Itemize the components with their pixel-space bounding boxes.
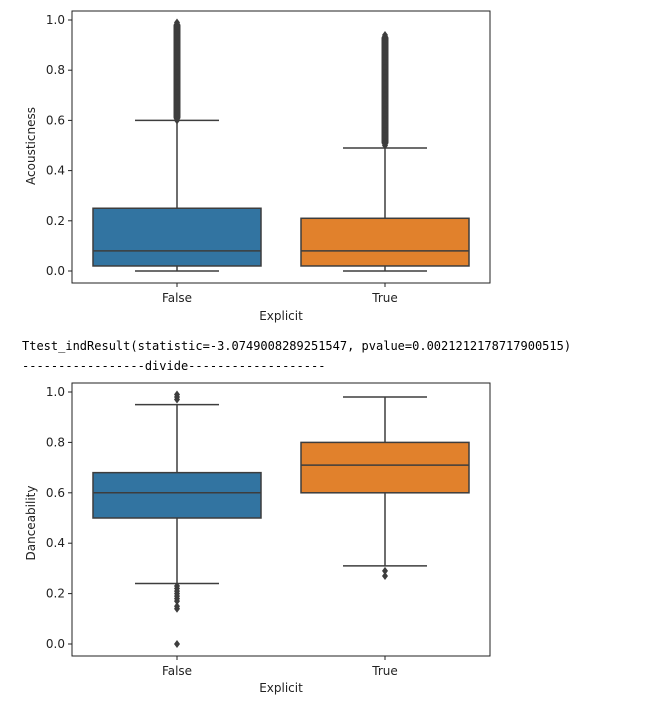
x-axis-label: Explicit: [259, 681, 303, 695]
danceability-boxplot: Danceability Explicit 0.0 0.2 0.4 0.6 0.8 1.0…: [0, 372, 649, 704]
outlier-point: [382, 53, 388, 62]
outlier-point: [382, 131, 388, 140]
y-tick-label: 0.2: [46, 214, 65, 228]
outlier-point: [174, 116, 180, 125]
outlier-point: [174, 53, 180, 62]
outlier-point: [382, 566, 388, 575]
iqr-box: [300, 441, 470, 494]
box-false: [92, 18, 262, 272]
outlier-point: [382, 141, 388, 150]
outlier-point: [382, 571, 388, 580]
y-tick-label: 0.6: [46, 486, 65, 500]
plot-frame: [71, 382, 491, 657]
outlier-point: [382, 68, 388, 77]
y-tick-label: 1.0: [46, 13, 65, 27]
outlier-point: [174, 23, 180, 32]
iqr-box: [92, 207, 262, 267]
outlier-point: [382, 63, 388, 72]
danceability-boxplot-svg: Danceability Explicit 0.0 0.2 0.4 0.6 0.8 1.0…: [24, 382, 491, 695]
y-axis-label: Acousticness: [24, 107, 38, 185]
box-true: [300, 396, 470, 580]
y-tick-label: 0.8: [46, 435, 65, 449]
outlier-point: [382, 111, 388, 120]
outlier-point: [382, 73, 388, 82]
divide-separator-text: -----------------divide-----------------…: [22, 359, 326, 373]
outlier-point: [382, 106, 388, 115]
iqr-box: [300, 217, 470, 267]
outlier-point: [174, 640, 180, 648]
iqr-box: [92, 471, 262, 519]
outlier-point: [174, 103, 180, 112]
outlier-point: [174, 33, 180, 42]
outlier-point: [174, 73, 180, 82]
y-tick-label: 1.0: [46, 385, 65, 399]
outlier-point: [174, 58, 180, 67]
outlier-point: [174, 88, 180, 97]
outlier-point: [382, 36, 388, 45]
outlier-point: [174, 395, 180, 404]
outlier-point: [174, 604, 180, 613]
outlier-point: [174, 63, 180, 72]
outlier-point: [174, 68, 180, 77]
y-tick-label: 0.4: [46, 536, 65, 550]
x-tick-label: False: [162, 664, 192, 678]
outlier-point: [174, 48, 180, 57]
outlier-point: [382, 91, 388, 100]
x-axis-label: Explicit: [259, 309, 303, 323]
outlier-point: [382, 126, 388, 135]
outlier-point: [174, 108, 180, 117]
y-tick-label: 0.8: [46, 63, 65, 77]
outlier-point: [174, 18, 180, 27]
outlier-point: [382, 86, 388, 95]
outlier-point: [382, 101, 388, 110]
outlier-point: [174, 43, 180, 52]
plot-frame: [71, 10, 491, 284]
acousticness-boxplot: Acousticness Explicit 0.0 0.2 0.4 0.6 0.8 1.0…: [0, 0, 649, 334]
outlier-point: [382, 31, 388, 40]
y-tick-label: 0.0: [46, 264, 65, 278]
outlier-point: [174, 78, 180, 87]
acousticness-boxplot-svg: Acousticness Explicit 0.0 0.2 0.4 0.6 0.8 1.0…: [24, 10, 491, 323]
outlier-point: [382, 58, 388, 67]
outlier-point: [174, 597, 180, 606]
outlier-point: [174, 28, 180, 37]
box-true: [300, 31, 470, 272]
outlier-point: [382, 48, 388, 57]
x-tick-label: True: [371, 291, 398, 305]
outlier-point: [174, 38, 180, 47]
outlier-point: [174, 83, 180, 92]
y-tick-label: 0.6: [46, 113, 65, 127]
outlier-point: [382, 116, 388, 125]
x-tick-label: False: [162, 291, 192, 305]
y-tick-label: 0.0: [46, 637, 65, 651]
outlier-point: [382, 96, 388, 105]
y-tick-label: 0.2: [46, 587, 65, 601]
ttest-result-text: Ttest_indResult(statistic=-3.07490082892…: [22, 339, 572, 353]
outlier-point: [382, 121, 388, 130]
y-axis-label: Danceability: [24, 486, 38, 561]
y-tick-label: 0.4: [46, 164, 65, 178]
outlier-point: [174, 98, 180, 107]
box-false: [92, 390, 262, 648]
outlier-point: [174, 93, 180, 102]
x-tick-label: True: [371, 664, 398, 678]
